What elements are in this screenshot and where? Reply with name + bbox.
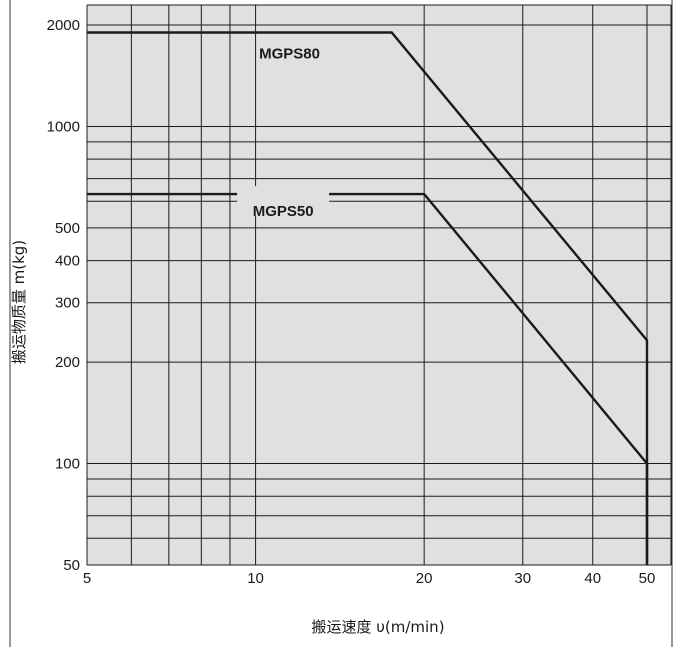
y-tick-label: 500 — [55, 220, 80, 237]
y-tick-label: 300 — [55, 295, 80, 312]
x-tick-label: 20 — [416, 570, 433, 587]
x-tick-label: 30 — [514, 570, 531, 587]
series-labels: MGPS80 MGPS50 — [237, 46, 330, 220]
series-label-mgps50: MGPS50 — [253, 203, 314, 220]
y-tick-label: 400 — [55, 253, 80, 270]
x-tick-label: 5 — [83, 570, 91, 587]
y-tick-label: 100 — [55, 456, 80, 473]
y-tick-label: 200 — [55, 354, 80, 371]
x-tick-label: 50 — [639, 570, 656, 587]
x-axis-label: 搬运速度 υ(m/min) — [311, 618, 444, 636]
y-axis-label: 搬运物质量 m(kg) — [10, 240, 28, 364]
plot-background — [87, 5, 671, 565]
y-tick-label: 1000 — [47, 118, 80, 135]
series-label-mgps80: MGPS80 — [259, 46, 320, 63]
y-tick-label: 2000 — [47, 17, 80, 34]
series-label-background — [237, 186, 330, 217]
grid — [86, 4, 672, 566]
tick-labels: 5 10 20 30 40 50 50 100 200 300 400 500 1000 2000 — [47, 17, 656, 587]
y-tick-label: 50 — [63, 557, 80, 574]
series-line-mgps80 — [87, 31, 649, 565]
x-tick-label: 40 — [584, 570, 601, 587]
x-tick-label: 10 — [247, 570, 264, 587]
